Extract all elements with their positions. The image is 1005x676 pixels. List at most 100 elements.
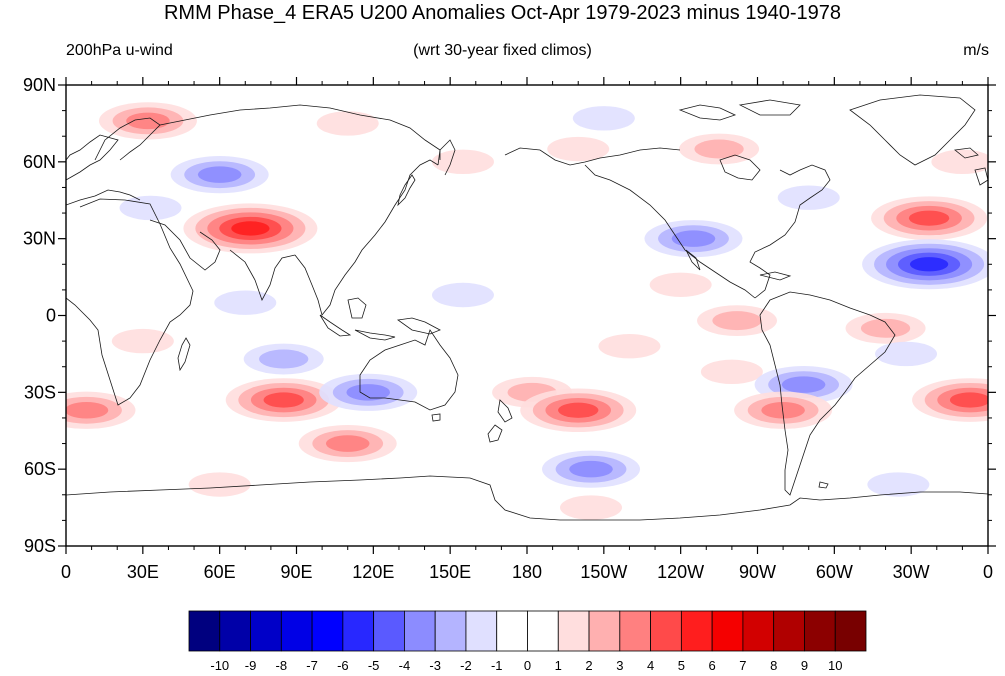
anomaly-contour [649,272,712,297]
colorbar-box [527,610,559,652]
x-tick-label: 30E [127,562,159,582]
coast-japan [397,174,416,207]
colorbar-box [711,610,744,652]
colorbar-label: 3 [616,658,623,673]
colorbar-label: 10 [828,658,842,673]
anomaly-contour [777,185,840,210]
colorbar-box [311,610,344,652]
colorbar-box [434,610,467,652]
coast-kamchatka [437,139,456,176]
axis-tick-labels: 0 30E 60E 90E 120E 150E 180 150W 120W 90W 60W 30W 09… [23,75,993,582]
anomaly-contour [231,221,270,236]
coast-scandinavia [94,117,161,161]
colorbar-box [250,610,282,652]
anomaly-contour [197,166,242,183]
colorbar-label: 8 [770,658,777,673]
colorbar-label: 4 [647,658,654,673]
climatology-note: (wrt 30-year fixed climos) [413,42,592,59]
x-tick-label: 0 [983,562,993,582]
coast-arctic-islands [678,99,801,121]
x-tick-label: 120E [352,562,394,582]
coast-alaska [504,147,681,166]
coast-europe [66,134,119,181]
colorbar-box [404,610,436,652]
anomaly-contour [431,149,494,175]
colorbar-box [465,610,498,652]
y-tick-label: 30S [24,382,56,402]
anomaly-contour [111,328,174,354]
anomaly-contour [712,311,762,331]
coast-south-america [759,291,896,496]
colorbar-box [219,610,251,652]
anomaly-contour [694,139,744,159]
anomaly-contour [569,460,613,478]
coast-new-zealand [487,399,513,443]
units-label: m/s [963,42,989,59]
colorbar-label: 6 [709,658,716,673]
colorbar-label: 2 [585,658,592,673]
coast-cuba [759,271,792,281]
y-tick-label: 60N [23,152,56,172]
coast-tasmania [431,413,441,422]
colorbar-box [342,610,375,652]
coast-antarctica [66,475,988,521]
y-tick-label: 60S [24,459,56,479]
anomaly-contour [325,435,370,452]
anomaly-contour [867,472,930,497]
y-tick-label: 90N [23,75,56,95]
colorbar-label: 9 [801,658,808,673]
coast-iceland [954,147,979,159]
anomaly-contour [598,334,661,359]
map-title: RMM Phase_4 ERA5 U200 Anomalies Oct-Apr … [163,2,842,24]
colorbar-label: -2 [460,658,472,673]
x-tick-label: 30W [893,562,930,582]
anomaly-contour [431,282,494,308]
coast-borneo [347,297,367,319]
colorbar-box [742,610,775,652]
colorbar-label: 5 [678,658,685,673]
x-tick-label: 180 [512,562,542,582]
colorbar-labels: -10 -9 -8 -7 -6 -5 -4 -3 -2 -1 0 1 2 3 4 5 6 7 8 9 10 [210,658,842,673]
anomaly-contour [908,210,950,226]
colorbar-label: -8 [276,658,288,673]
colorbar-label: -5 [368,658,380,673]
anomaly-contour [346,384,390,401]
colorbar-box [588,610,621,652]
colorbar-box [496,610,528,652]
colorbar-label: 1 [555,658,562,673]
colorbar-label: -4 [399,658,411,673]
coast-falklands [818,481,829,489]
anomaly-contour [909,257,949,272]
colorbar-label: -9 [245,658,257,673]
coast-mediterranean [66,189,141,206]
x-tick-label: 0 [61,562,71,582]
coast-australia [359,329,459,411]
colorbar-box [804,610,836,652]
anomaly-shading [66,102,988,520]
anomaly-contour [126,112,170,130]
x-tick-label: 90E [280,562,312,582]
anomaly-contour [761,401,805,419]
colorbar-label: -1 [491,658,503,673]
y-tick-label: 90S [24,536,56,556]
coast-greenland [849,94,976,166]
y-tick-label: 0 [46,306,56,326]
coast-baja [685,249,701,271]
colorbar-box [834,610,867,652]
colorbar-box [619,610,651,652]
anomaly-contour [263,392,304,408]
anomaly-contour [949,392,988,408]
coast-se-asia [294,159,439,316]
colorbar-label: -6 [337,658,349,673]
y-tick-label: 30N [23,229,56,249]
colorbar-box [650,610,682,652]
anomaly-contour [572,106,635,131]
anomaly-contour [558,402,599,418]
coast-africa [66,198,194,406]
colorbar-box [188,610,221,652]
coast-hudson-bay [719,154,761,181]
coast-new-guinea [396,317,441,335]
colorbar-boxes [188,610,867,652]
